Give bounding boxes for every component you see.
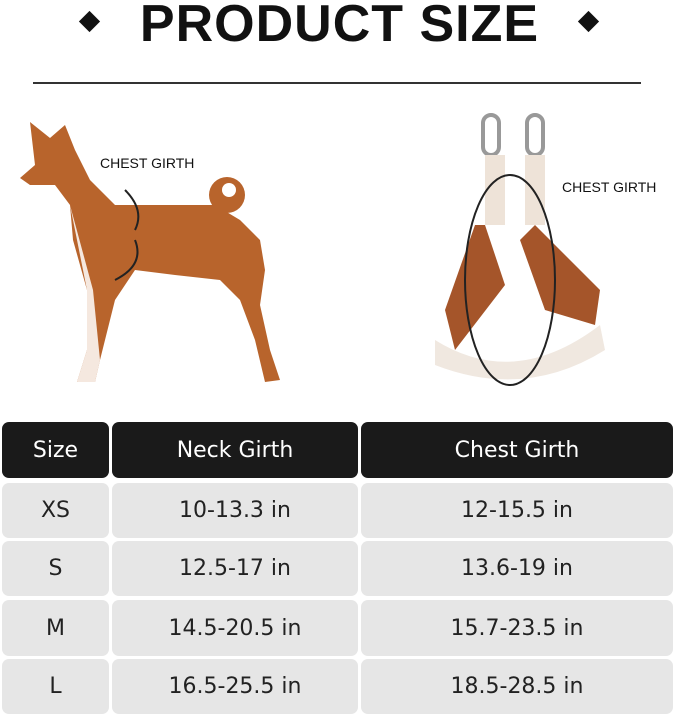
dog-chest-girth-label: CHEST GIRTH: [100, 155, 195, 171]
table-cell-size: XS: [2, 483, 109, 538]
table-cell-neck: 16.5-25.5 in: [112, 659, 358, 714]
divider: [33, 82, 641, 84]
table-cell-size: M: [2, 600, 109, 656]
table-cell-chest: 12-15.5 in: [361, 483, 673, 538]
table-cell-neck: 14.5-20.5 in: [112, 600, 358, 656]
table-cell-size: L: [2, 659, 109, 714]
header-chest-girth: Chest Girth: [361, 422, 673, 478]
table-cell-size: S: [2, 541, 109, 596]
harness-image: [435, 113, 605, 386]
header-neck-girth: Neck Girth: [112, 422, 358, 478]
table-cell-neck: 10-13.3 in: [112, 483, 358, 538]
header-size: Size: [2, 422, 109, 478]
table-cell-neck: 12.5-17 in: [112, 541, 358, 596]
dog-image: [20, 122, 280, 382]
page-title: PRODUCT SIZE: [139, 0, 540, 53]
harness-chest-girth-label: CHEST GIRTH: [562, 179, 657, 195]
table-cell-chest: 13.6-19 in: [361, 541, 673, 596]
table-cell-chest: 18.5-28.5 in: [361, 659, 673, 714]
table-cell-chest: 15.7-23.5 in: [361, 600, 673, 656]
